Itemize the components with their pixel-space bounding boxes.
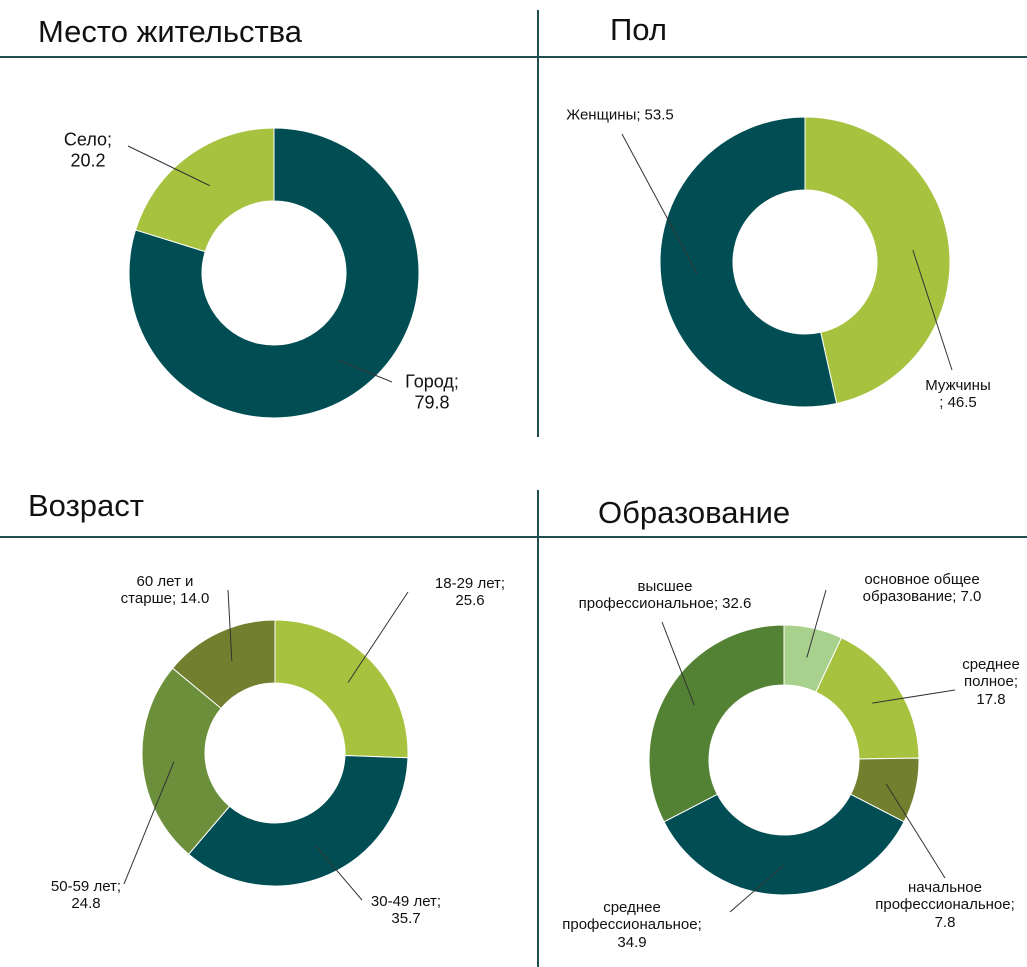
category-label: высшее профессиональное; bbox=[578, 577, 719, 612]
category-label: основное общее образование; bbox=[862, 570, 980, 605]
donut-segment bbox=[274, 619, 409, 759]
data-label: Село; 20.2 bbox=[64, 129, 112, 170]
data-label: основное общее образование; 7.0 bbox=[863, 571, 982, 606]
category-label: среднее полное; bbox=[962, 656, 1020, 691]
data-label: 50-59 лет; 24.8 bbox=[51, 878, 121, 913]
donut-segment bbox=[134, 127, 275, 253]
data-label: среднее профессиональное; 34.9 bbox=[562, 899, 702, 951]
category-label: 18-29 лет; bbox=[434, 574, 506, 592]
value-label: 7.0 bbox=[960, 588, 982, 605]
leader-line bbox=[227, 589, 233, 662]
value-label: 35.7 bbox=[391, 910, 421, 927]
category-label: Село; bbox=[63, 129, 113, 150]
category-label: начальное профессиональное; bbox=[875, 879, 1015, 914]
data-label: среднее полное; 17.8 bbox=[962, 656, 1020, 708]
value-label: 25.6 bbox=[455, 592, 485, 609]
donut-segment bbox=[141, 667, 231, 855]
chart-title: Возраст bbox=[28, 488, 144, 523]
leader-line bbox=[347, 591, 409, 683]
donut-segment bbox=[171, 619, 276, 710]
value-label: 79.8 bbox=[414, 392, 450, 412]
leader-line bbox=[123, 761, 175, 885]
category-label: 60 лет и старше; bbox=[120, 572, 194, 607]
leader-line bbox=[315, 845, 363, 901]
value-label: 20.2 bbox=[70, 150, 106, 170]
data-label: 30-49 лет; 35.7 bbox=[371, 893, 441, 928]
leader-line bbox=[885, 783, 946, 879]
data-label: Город; 79.8 bbox=[405, 371, 459, 412]
leader-line bbox=[729, 864, 785, 913]
donut-segment bbox=[128, 127, 420, 419]
value-label: 7.8 bbox=[934, 913, 956, 931]
category-label: 50-59 лет; bbox=[50, 877, 122, 895]
value-label: 32.6 bbox=[722, 595, 752, 612]
donut-segment bbox=[648, 624, 785, 823]
donut-segment bbox=[663, 793, 905, 896]
chart-title: Образование bbox=[598, 495, 791, 530]
data-label: Женщины; 53.5 bbox=[566, 106, 673, 123]
value-label: ; 46.5 bbox=[939, 394, 977, 411]
category-label: 30-49 лет; bbox=[370, 892, 442, 910]
data-label: Мужчины; 46.5 bbox=[925, 377, 990, 412]
leader-line bbox=[127, 145, 210, 187]
category-label: Женщины; bbox=[566, 106, 641, 124]
leader-line bbox=[621, 133, 698, 275]
value-label: 53.5 bbox=[644, 106, 674, 124]
value-label: 34.9 bbox=[617, 933, 647, 951]
data-label: высшее профессиональное; 32.6 bbox=[579, 578, 752, 613]
chart-title: Пол bbox=[610, 12, 667, 47]
category-label: среднее профессиональное; bbox=[562, 899, 702, 934]
category-label: Мужчины bbox=[925, 376, 991, 394]
chart-title: Место жительства bbox=[38, 14, 303, 49]
donut-segment bbox=[187, 755, 409, 887]
donut-segment bbox=[804, 116, 951, 405]
value-label: 14.0 bbox=[180, 590, 210, 607]
value-label: 24.8 bbox=[71, 895, 101, 912]
data-label: начальное профессиональное; 7.8 bbox=[875, 879, 1015, 931]
data-label: 60 лет и старше; 14.0 bbox=[121, 573, 210, 608]
leader-line bbox=[661, 621, 695, 706]
donut-segment bbox=[659, 116, 838, 408]
data-label: 18-29 лет; 25.6 bbox=[435, 575, 505, 610]
leader-line bbox=[338, 359, 393, 383]
leader-line bbox=[872, 689, 956, 704]
leader-line bbox=[806, 589, 827, 658]
value-label: 17.8 bbox=[976, 690, 1006, 708]
leader-line bbox=[912, 249, 953, 371]
category-label: Город; bbox=[405, 371, 459, 392]
